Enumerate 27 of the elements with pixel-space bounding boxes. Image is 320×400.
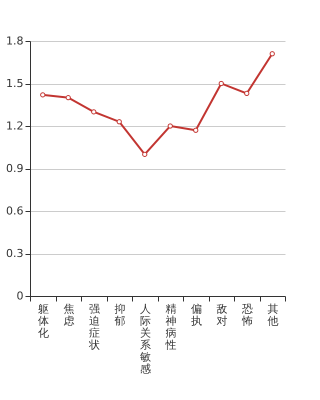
point <box>270 51 275 56</box>
x-tick-label: 其他 <box>267 302 278 328</box>
x-tick-label: 焦虑 <box>63 302 74 328</box>
point <box>168 123 173 129</box>
point <box>40 92 46 98</box>
y-tick-label: 0.9 <box>6 162 24 175</box>
y-tick-label: 1.2 <box>6 120 24 132</box>
x-tick-label: 强迫症状 <box>88 302 100 352</box>
y-tick-label: 1.5 <box>6 77 24 90</box>
point <box>218 80 224 86</box>
point <box>66 95 71 100</box>
y-tick-label: 0 <box>16 290 24 302</box>
x-tick-label: 人际关系敏感 <box>140 302 151 376</box>
y-tick-label: 0.3 <box>6 247 24 260</box>
point <box>193 128 198 133</box>
point <box>244 90 250 96</box>
x-tick-label: 偏执 <box>190 302 202 328</box>
point <box>116 119 122 124</box>
x-tick-label: 躯体化 <box>38 302 49 340</box>
x-tick-label: 恐怖 <box>240 302 253 328</box>
y-tick-label: 1.8 <box>6 34 24 48</box>
point <box>142 152 148 157</box>
y-tick-label: 0.6 <box>6 204 24 218</box>
x-tick-label: 抑郁 <box>114 302 126 328</box>
x-tick-label: 敌对 <box>216 302 228 328</box>
point <box>91 109 96 114</box>
x-tick-label: 精神病性 <box>164 302 176 352</box>
